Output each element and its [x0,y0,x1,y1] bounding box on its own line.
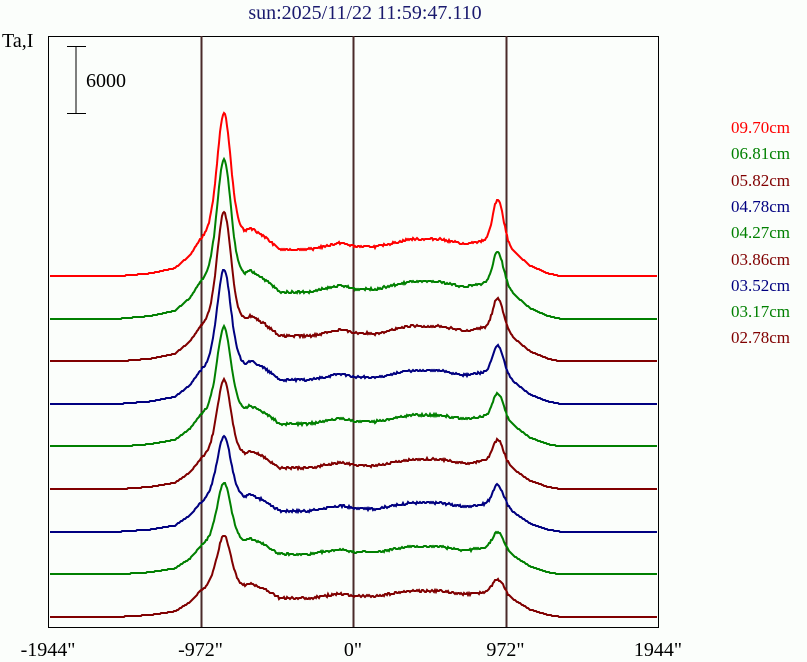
legend-entry: 04.78cm [731,196,791,216]
y-axis-label: Ta,I [2,30,34,52]
legend-entry: 03.17cm [731,302,791,322]
series-line-04.27cm [50,323,657,447]
chart-title: sun:2025/11/22 11:59:47.110 [248,2,482,24]
x-tick-label: 972" [486,639,524,661]
series-line-09.70cm [50,111,657,277]
legend-entry: 02.78cm [731,328,791,348]
series-line-06.81cm [50,156,657,320]
x-tick-label: -1944" [21,639,76,661]
scale-bar-label: 6000 [86,70,126,92]
series-line-03.17cm [50,482,657,575]
series-line-03.86cm [50,376,657,490]
series-line-02.78cm [50,535,657,618]
legend-entry: 03.86cm [731,249,791,269]
x-tick-label: 0" [344,639,362,661]
x-tick-label: 1944" [634,639,682,661]
legend-entry: 06.81cm [731,144,791,164]
scale-bar: 6000 [67,46,126,114]
series-line-03.52cm [50,434,657,533]
legend-entry: 05.82cm [731,170,791,190]
series-line-04.78cm [50,269,657,405]
series-line-05.82cm [50,210,657,362]
x-tick-label: -972" [178,639,223,661]
legend-entry: 09.70cm [731,118,791,137]
legend-entry: 04.27cm [731,223,791,243]
legend-entry: 03.52cm [731,275,791,295]
